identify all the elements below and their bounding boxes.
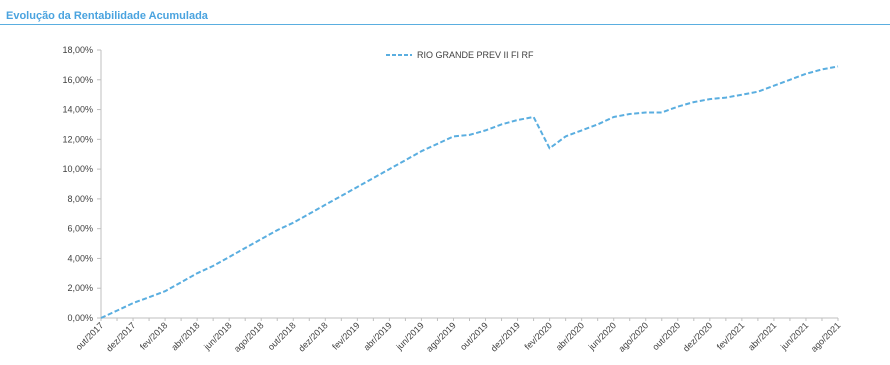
- chart-header: Evolução da Rentabilidade Acumulada: [0, 0, 890, 26]
- x-tick-label: out/2019: [458, 320, 490, 352]
- series-line: [100, 65, 839, 319]
- x-tick-label: ago/2019: [424, 320, 458, 354]
- x-tick-label: fev/2020: [523, 320, 554, 351]
- x-tick-label: dez/2019: [489, 320, 522, 353]
- x-tick-label: abr/2021: [746, 320, 778, 352]
- x-tick-label: jun/2021: [778, 320, 810, 352]
- x-tick-label: fev/2018: [138, 320, 169, 351]
- legend-label: RIO GRANDE PREV II FI RF: [417, 50, 534, 60]
- x-tick-label: out/2020: [650, 320, 682, 352]
- x-tick-label: dez/2017: [104, 320, 137, 353]
- y-tick-label: 14,00%: [62, 105, 93, 115]
- series-layer: [100, 65, 839, 319]
- y-tick-label: 2,00%: [67, 283, 93, 293]
- x-tick-label: ago/2020: [617, 320, 651, 354]
- x-tick-label: fev/2019: [330, 320, 361, 351]
- legend: RIO GRANDE PREV II FI RF: [386, 50, 534, 60]
- y-tick-label: 6,00%: [67, 224, 93, 234]
- x-tick-label: abr/2020: [554, 320, 586, 352]
- x-tick-label: dez/2018: [296, 320, 329, 353]
- y-tick-label: 16,00%: [62, 75, 93, 85]
- title-divider: [0, 24, 890, 25]
- chart-title: Evolução da Rentabilidade Acumulada: [6, 10, 208, 22]
- x-tick-label: ago/2018: [232, 320, 266, 354]
- x-tick-label: out/2017: [74, 320, 106, 352]
- x-tick-label: abr/2018: [169, 320, 201, 352]
- x-tick-label: out/2018: [266, 320, 298, 352]
- x-tick-label: fev/2021: [715, 320, 746, 351]
- x-tick-label: abr/2019: [362, 320, 394, 352]
- x-tick-label: dez/2020: [681, 320, 714, 353]
- x-tick-label: ago/2021: [809, 320, 843, 354]
- y-tick-label: 4,00%: [67, 253, 93, 263]
- y-tick-label: 12,00%: [62, 134, 93, 144]
- x-tick-label: jun/2018: [201, 320, 233, 352]
- y-axis: 0,00% 2,00% 4,00% 6,00% 8,00% 10,00% 12,00% 14,…: [62, 45, 102, 323]
- x-tick-label: jun/2020: [586, 320, 618, 352]
- y-tick-label: 8,00%: [67, 194, 93, 204]
- y-tick-label: 18,00%: [62, 45, 93, 55]
- y-tick-label: 10,00%: [62, 164, 93, 174]
- y-tick-label: 0,00%: [67, 313, 93, 323]
- x-tick-label: jun/2019: [394, 320, 426, 352]
